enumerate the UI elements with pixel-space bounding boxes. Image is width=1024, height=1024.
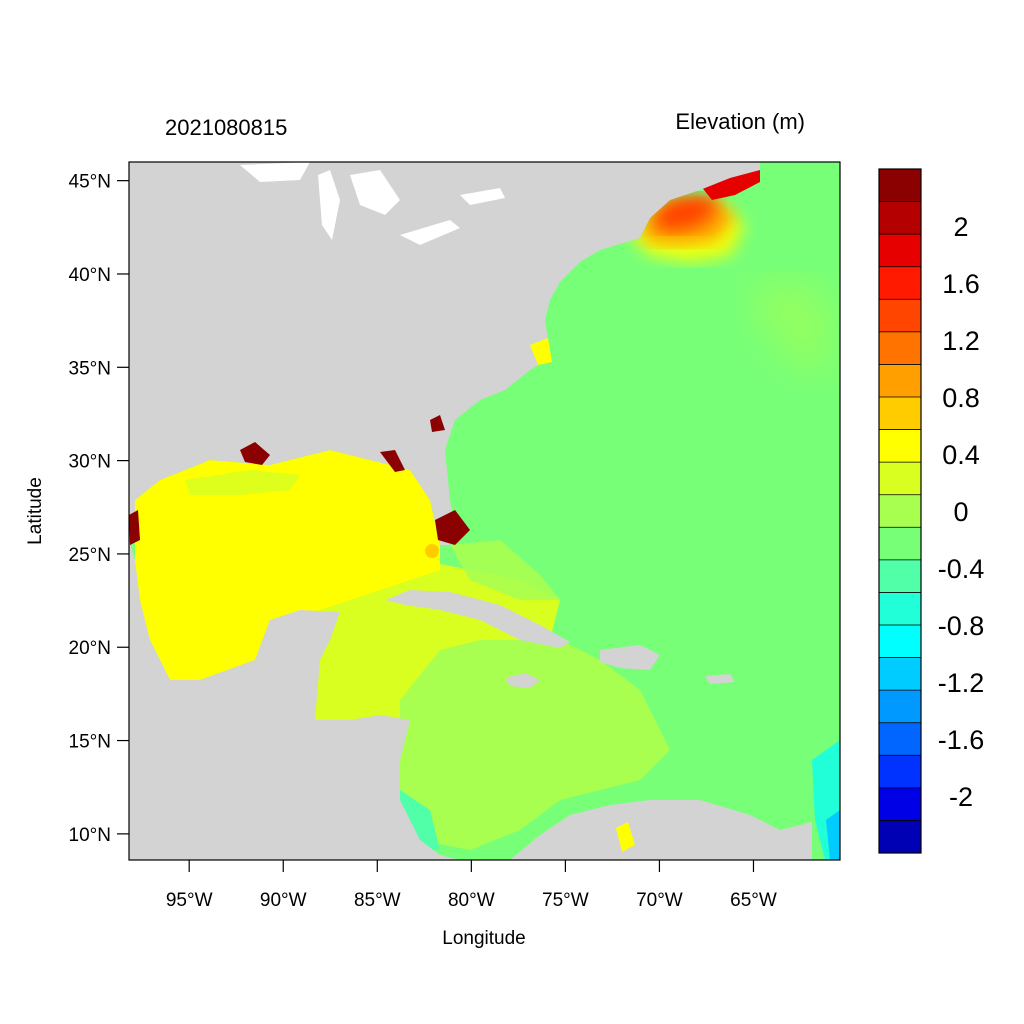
colorbar-label: 1.2 — [942, 326, 980, 356]
north-america-land — [129, 162, 760, 545]
colorbar-label: -0.4 — [938, 554, 985, 584]
lat-tick-label: 10°N — [69, 825, 111, 846]
lake-ontario — [460, 188, 505, 205]
colorbar-swatch — [879, 527, 921, 561]
colorbar-swatch — [879, 234, 921, 268]
colorbar-swatch — [879, 201, 921, 235]
colorbar-label: 2 — [953, 212, 968, 242]
cuba — [385, 590, 570, 648]
south-america — [510, 800, 812, 860]
jamaica — [505, 673, 540, 688]
lon-tick-label: 85°W — [354, 890, 401, 911]
colorbar-swatch — [879, 690, 921, 724]
lake-huron — [350, 170, 400, 215]
lon-tick-label: 90°W — [260, 890, 307, 911]
colorbar-swatch — [879, 592, 921, 626]
colorbar-swatch — [879, 722, 921, 756]
lake-erie — [400, 220, 460, 245]
lon-tick-label: 80°W — [448, 890, 495, 911]
colorbar-swatch — [879, 657, 921, 691]
lake-michigan — [318, 170, 340, 240]
colorbar-swatch — [879, 331, 921, 365]
land — [129, 162, 812, 860]
bay-of-fundy-surge — [700, 170, 760, 200]
colorbar-swatch — [879, 820, 921, 854]
colorbar-label: -2 — [949, 782, 973, 812]
lakes — [240, 162, 505, 245]
lat-tick-label: 25°N — [69, 545, 111, 566]
variable-title: Elevation (m) — [675, 109, 805, 134]
colorbar-swatch — [879, 299, 921, 333]
colorbar-swatch — [879, 169, 921, 203]
mid-atlantic-highlight — [530, 338, 552, 365]
colorbar-frame — [878, 168, 922, 854]
colorbar-label: 0 — [953, 497, 968, 527]
carolina-surge — [430, 415, 445, 432]
colorbar-swatch — [879, 787, 921, 821]
lat-tick-label: 15°N — [69, 732, 111, 753]
gulf-shelf-field — [185, 470, 300, 495]
colorbar-swatch — [879, 494, 921, 528]
louisiana-surge — [240, 442, 270, 465]
florida-keys-highlight — [425, 544, 439, 558]
maracaibo-highlight — [616, 822, 635, 852]
colorbar-swatch — [879, 625, 921, 659]
lon-tick-label: 95°W — [166, 890, 213, 911]
longitude-ticks: 95°W 90°W 85°W 80°W 75°W 70°W 65°W — [166, 860, 777, 911]
lon-tick-label: 70°W — [636, 890, 683, 911]
puerto-rico — [705, 674, 735, 684]
southern-caribbean-field — [400, 640, 670, 850]
y-axis-title: Latitude — [25, 477, 46, 545]
lake-superior — [240, 162, 310, 182]
colorbar-swatch — [879, 397, 921, 431]
bahamas-field — [450, 540, 560, 600]
east-coast-negative-2 — [826, 810, 840, 860]
colorbar: 2 1.6 1.2 0.8 0.4 0 -0.4 -0.8 -1.2 -1.6 -2 — [878, 168, 985, 854]
colorbar-label: 1.6 — [942, 269, 980, 299]
inundation — [129, 415, 470, 545]
lon-tick-label: 75°W — [542, 890, 589, 911]
colorbar-swatch — [879, 755, 921, 789]
map-frame — [128, 161, 841, 861]
colorbar-swatch — [879, 462, 921, 496]
latitude-ticks: 45°N 40°N 35°N 30°N 25°N 20°N 15°N 10°N — [69, 172, 129, 846]
lat-tick-label: 45°N — [69, 172, 111, 193]
lat-tick-label: 40°N — [69, 265, 111, 286]
texas-surge — [129, 510, 140, 545]
gulf-of-maine-surge-high — [648, 195, 720, 232]
big-bend-surge — [380, 450, 405, 472]
x-axis-title: Longitude — [442, 928, 525, 949]
lat-tick-label: 20°N — [69, 638, 111, 659]
yucatan — [270, 610, 340, 668]
timestamp-label: 2021080815 — [165, 115, 287, 140]
hispaniola — [600, 645, 660, 670]
florida-surge — [435, 510, 470, 545]
lat-tick-label: 35°N — [69, 358, 111, 379]
colorbar-swatch — [879, 429, 921, 463]
colorbar-label: -1.6 — [938, 725, 985, 755]
gulf-of-mexico — [135, 450, 440, 680]
lat-tick-label: 30°N — [69, 452, 111, 473]
colorbar-label: -0.8 — [938, 611, 985, 641]
map-panel — [129, 162, 840, 860]
colorbar-swatch — [879, 364, 921, 398]
lon-tick-label: 65°W — [730, 890, 777, 911]
colorbar-swatch — [879, 559, 921, 593]
mexico-central-america — [129, 540, 460, 860]
colorbar-swatch — [879, 266, 921, 300]
colorbar-label: -1.2 — [938, 668, 985, 698]
atlantic-patch — [745, 280, 830, 380]
colorbar-label: 0.4 — [942, 440, 980, 470]
colorbar-label: 0.8 — [942, 383, 980, 413]
